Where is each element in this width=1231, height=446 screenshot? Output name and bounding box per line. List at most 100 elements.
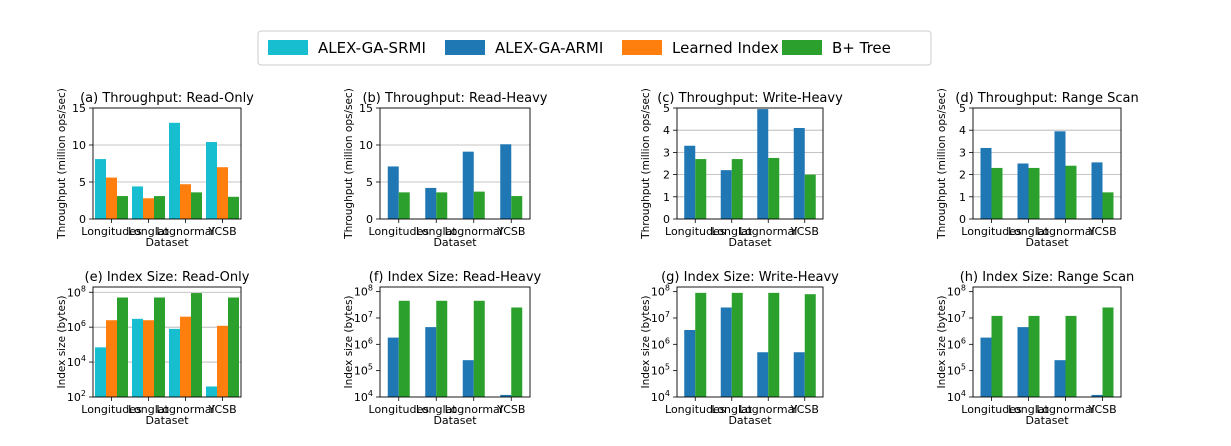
x-tick-label: Longitudes: [81, 225, 142, 238]
plot-frame: [92, 107, 242, 220]
y-tick-label: 106: [67, 319, 86, 334]
bar: [768, 157, 780, 219]
bar: [95, 159, 106, 219]
bar: [991, 315, 1003, 397]
bar: [473, 300, 485, 397]
y-tick-label: 1: [663, 191, 670, 204]
chart-title: (g) Index Size: Write-Heavy: [661, 270, 839, 285]
bar: [169, 122, 180, 219]
y-axis-label: Index size (bytes): [56, 295, 68, 388]
bar: [980, 337, 992, 397]
bar: [980, 147, 992, 219]
bar: [95, 347, 106, 397]
chart-title: (d) Throughput: Range Scan: [955, 91, 1139, 106]
bar: [217, 325, 228, 397]
bar: [462, 151, 474, 219]
x-axis-label: Dataset: [728, 414, 772, 427]
bar: [473, 191, 485, 219]
y-tick-label: 104: [651, 389, 670, 404]
x-tick-label: Longlat: [416, 225, 457, 238]
x-tick-label: Longlat: [711, 403, 752, 416]
y-tick-label: 108: [67, 284, 86, 299]
legend: ALEX-GA-SRMI ALEX-GA-ARMI Learned Index B+ …: [257, 30, 932, 66]
legend-swatch: [622, 40, 662, 55]
bar: [731, 159, 743, 219]
bar: [132, 318, 143, 397]
bar: [117, 297, 128, 397]
y-axis-label: Index size (bytes): [343, 295, 355, 388]
chart-title: (f) Index Size: Read-Heavy: [369, 270, 542, 285]
bar: [387, 337, 399, 397]
plot-frame: [972, 286, 1122, 398]
bar: [1028, 315, 1040, 397]
bar: [1028, 167, 1040, 219]
x-tick-label: Lognormal: [156, 225, 214, 238]
bar: [1102, 307, 1114, 397]
y-axis-label: Throughput (million ops/sec): [640, 88, 652, 240]
legend-swatch: [445, 40, 485, 55]
x-tick-label: YCSB: [790, 225, 819, 238]
y-tick-label: 108: [651, 284, 670, 299]
y-tick-label: 4: [959, 124, 966, 137]
x-tick-label: YCSB: [1087, 225, 1116, 238]
y-tick-label: 5: [79, 176, 86, 189]
plot-frame: [92, 286, 242, 398]
y-tick-label: 104: [354, 389, 373, 404]
y-tick-label: 106: [947, 336, 966, 351]
x-tick-label: Longitudes: [369, 403, 430, 416]
x-tick-label: YCSB: [1087, 403, 1116, 416]
bar: [768, 292, 780, 397]
x-tick-label: Longlat: [416, 403, 457, 416]
y-tick-label: 0: [366, 213, 373, 226]
bar: [143, 320, 154, 397]
bar: [511, 196, 523, 219]
y-tick-label: 105: [947, 363, 966, 378]
x-axis-label: Dataset: [145, 236, 189, 249]
bar: [228, 297, 239, 397]
y-tick-label: 2: [959, 169, 966, 182]
y-tick-label: 3: [959, 146, 966, 159]
x-tick-label: Longitudes: [961, 225, 1022, 238]
bar: [191, 192, 202, 219]
bar: [398, 192, 410, 219]
chart-title: (c) Throughput: Write-Heavy: [657, 91, 843, 106]
x-tick-label: Lognormal: [445, 403, 503, 416]
x-tick-label: Lognormal: [445, 225, 503, 238]
bar: [1065, 315, 1077, 397]
bar: [720, 307, 732, 397]
x-tick-label: Longlat: [128, 403, 169, 416]
bar: [757, 109, 769, 219]
bar: [684, 329, 696, 397]
bar: [1091, 162, 1103, 219]
bar: [695, 159, 707, 219]
x-tick-label: Longitudes: [369, 225, 430, 238]
bar: [757, 352, 769, 397]
y-tick-label: 2: [663, 169, 670, 182]
bar: [206, 142, 217, 219]
plot-frame: [379, 286, 531, 398]
y-tick-label: 0: [959, 213, 966, 226]
x-axis-label: Dataset: [1025, 414, 1069, 427]
bar: [1017, 327, 1029, 397]
x-tick-label: Longitudes: [81, 403, 142, 416]
chart-panel: (b) Throughput: Read-Heavy 0 5 10 15 Longitud…: [343, 88, 548, 249]
bar: [500, 394, 512, 397]
x-axis-label: Dataset: [433, 236, 477, 249]
bar: [106, 177, 117, 219]
y-tick-label: 1: [959, 191, 966, 204]
y-axis-label: Throughput (million ops/sec): [936, 88, 948, 240]
y-tick-label: 5: [663, 102, 670, 115]
y-tick-label: 10: [72, 139, 86, 152]
y-tick-label: 4: [663, 124, 670, 137]
bar: [206, 386, 217, 397]
bar: [154, 196, 165, 219]
y-tick-label: 5: [366, 176, 373, 189]
chart-title: (b) Throughput: Read-Heavy: [362, 91, 547, 106]
chart-panel: (g) Index Size: Write-Heavy 104 105 106 107 1…: [640, 270, 839, 427]
plot-frame: [379, 107, 531, 220]
x-tick-label: Longitudes: [665, 403, 726, 416]
bar: [793, 352, 805, 397]
x-tick-label: YCSB: [207, 225, 236, 238]
y-tick-label: 102: [67, 389, 86, 404]
bar: [1054, 131, 1066, 219]
